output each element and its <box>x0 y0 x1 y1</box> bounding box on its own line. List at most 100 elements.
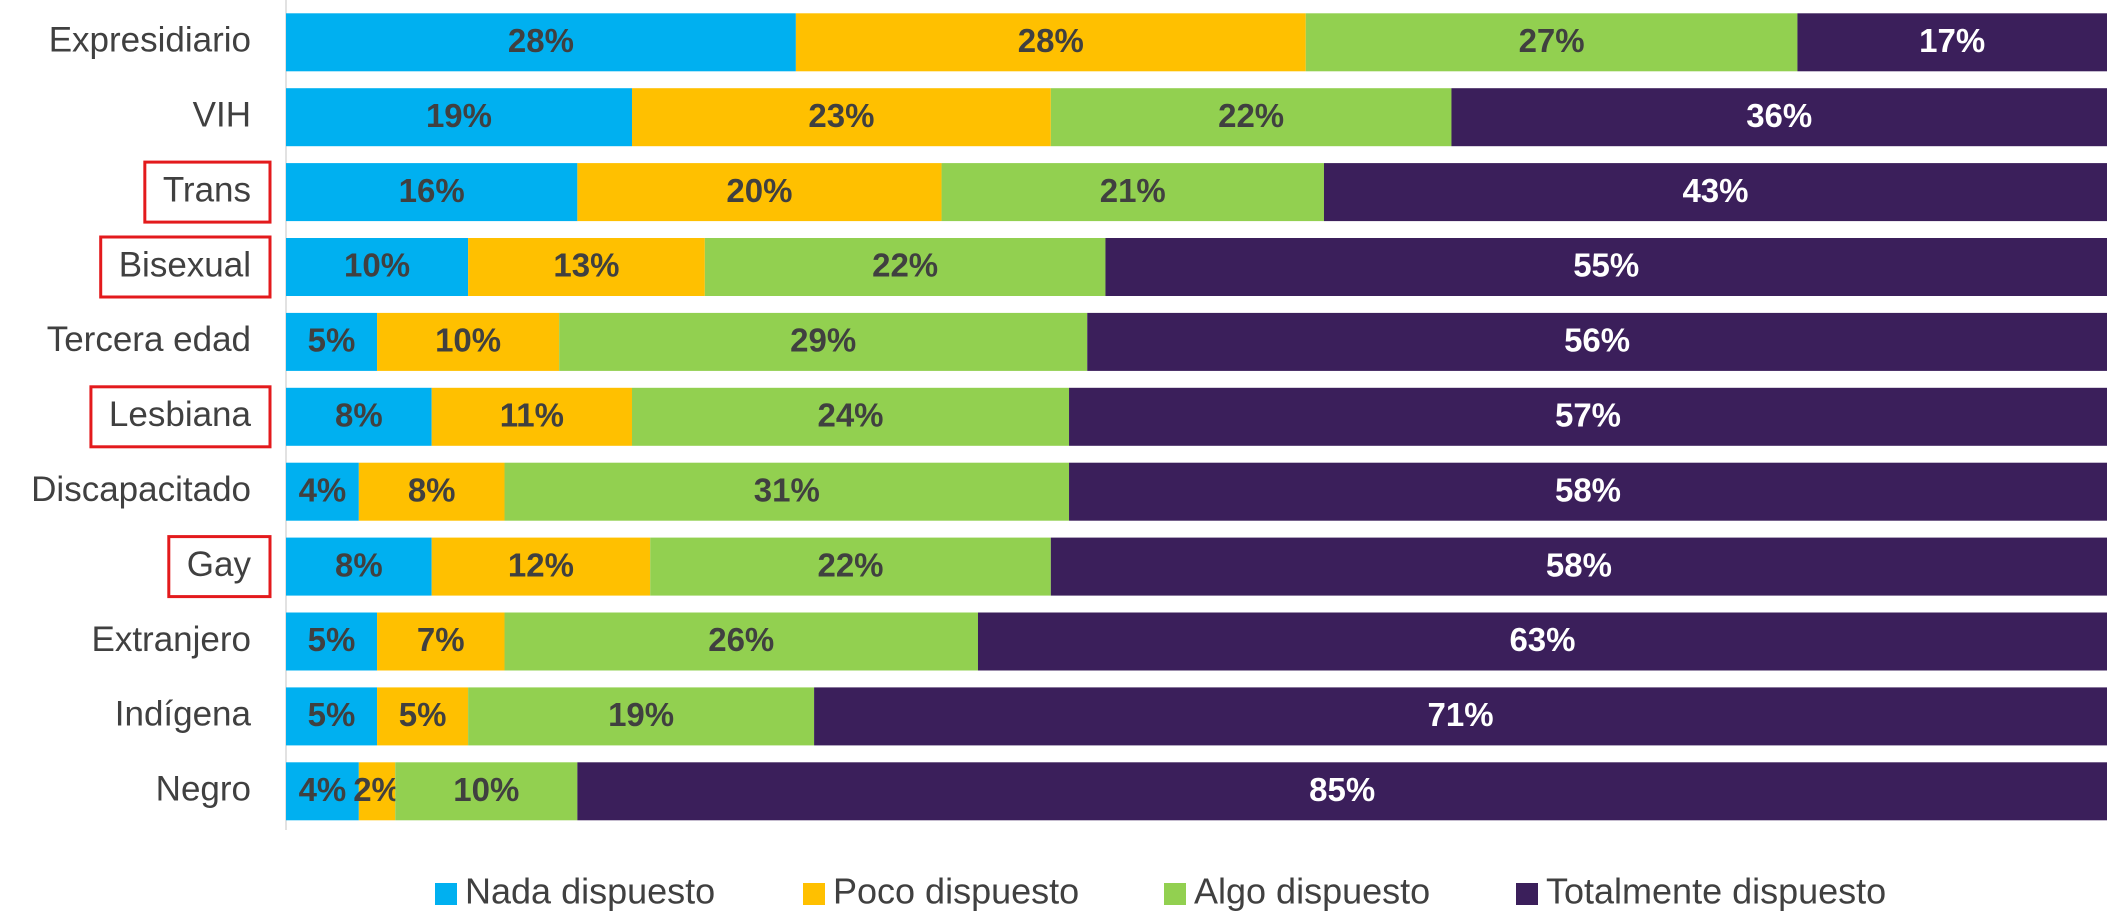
bar-segment <box>286 687 378 746</box>
bar-segment <box>377 312 560 371</box>
data-label: 24% <box>817 397 883 434</box>
category-label: Discapacitado <box>31 470 251 509</box>
legend-swatch <box>1516 883 1538 905</box>
data-label: 36% <box>1746 97 1812 134</box>
category-label: Negro <box>156 770 251 809</box>
data-label: 12% <box>508 546 574 583</box>
bar-segment <box>1797 13 2107 72</box>
bar-segment <box>286 238 469 296</box>
legend-label: Algo dispuesto <box>1194 871 1430 912</box>
bar-segment <box>504 612 978 671</box>
data-label: 21% <box>1100 172 1166 209</box>
bar-segment <box>358 762 396 821</box>
bar-segment <box>286 387 432 446</box>
data-label: 20% <box>726 172 792 209</box>
bar-segment <box>577 762 2107 821</box>
category-label: Lesbiana <box>109 395 252 434</box>
data-label: 71% <box>1428 696 1494 733</box>
bar-segment <box>814 687 2107 746</box>
highlight-box <box>143 160 272 224</box>
bar-segment <box>286 13 796 72</box>
data-label: 26% <box>708 621 774 658</box>
data-label: 56% <box>1564 322 1630 359</box>
data-label: 22% <box>817 546 883 583</box>
bar-segment <box>941 163 1324 222</box>
bar-segment <box>795 13 1306 72</box>
data-label: 17% <box>1919 22 1985 59</box>
data-label: 23% <box>808 97 874 134</box>
bar-segment <box>1069 387 2107 446</box>
bar-segment <box>286 462 359 521</box>
data-label: 29% <box>790 322 856 359</box>
legend-swatch <box>435 883 457 905</box>
legend-label: Poco dispuesto <box>833 871 1079 912</box>
data-label: 8% <box>335 397 383 434</box>
bar-segment <box>468 238 705 296</box>
category-label: Extranjero <box>91 620 251 659</box>
data-label: 5% <box>399 696 447 733</box>
highlight-box <box>89 385 272 449</box>
category-label: Bisexual <box>119 245 251 284</box>
category-label: Gay <box>187 545 252 584</box>
bar-segment <box>468 687 815 746</box>
data-label: 43% <box>1682 172 1748 209</box>
bar-segment <box>631 387 1070 446</box>
bar-segment <box>286 537 432 596</box>
legend-label: Totalmente dispuesto <box>1546 871 1886 912</box>
bar-segment <box>395 762 578 821</box>
bar-segment <box>1069 462 2107 521</box>
bar-segment <box>431 387 632 446</box>
category-label: VIH <box>193 95 251 134</box>
data-label: 2% <box>353 771 401 808</box>
bar-segment <box>1050 537 2107 596</box>
bar-segment <box>650 537 1051 596</box>
data-label: 8% <box>335 546 383 583</box>
data-label: 19% <box>608 696 674 733</box>
bar-segment <box>431 537 651 596</box>
data-label: 19% <box>426 97 492 134</box>
bar-segment <box>1087 312 2107 371</box>
data-label: 22% <box>872 247 938 284</box>
bar-segment <box>559 312 1088 371</box>
data-label: 63% <box>1509 621 1575 658</box>
data-label: 13% <box>553 247 619 284</box>
data-label: 10% <box>453 771 519 808</box>
bar-segment <box>1323 163 2107 222</box>
data-label: 58% <box>1546 546 1612 583</box>
category-label: Expresidiario <box>49 21 251 60</box>
data-label: 4% <box>299 771 347 808</box>
bar-segment <box>1305 13 1798 72</box>
legend-swatch <box>803 883 825 905</box>
bar-segment <box>286 312 378 371</box>
bar-segment <box>377 612 505 671</box>
bar-segment <box>1050 88 1452 147</box>
data-label: 10% <box>435 322 501 359</box>
data-label: 16% <box>399 172 465 209</box>
bar-segment <box>286 762 359 821</box>
data-label: 22% <box>1218 97 1284 134</box>
legend-swatch <box>1164 883 1186 905</box>
category-label: Tercera edad <box>47 320 251 359</box>
bar-segment <box>631 88 1051 147</box>
data-label: 31% <box>754 471 820 508</box>
bar-segment <box>504 462 1070 521</box>
data-label: 5% <box>308 322 356 359</box>
data-label: 11% <box>500 397 564 434</box>
data-label: 27% <box>1519 22 1585 59</box>
bar-segment <box>1451 88 2107 147</box>
data-label: 8% <box>408 471 456 508</box>
data-label: 7% <box>417 621 465 658</box>
data-label: 55% <box>1573 247 1639 284</box>
data-label: 58% <box>1555 471 1621 508</box>
data-label: 28% <box>508 22 574 59</box>
bar-segment <box>704 238 1106 296</box>
bar-segment <box>286 163 578 222</box>
bar-segment <box>377 687 469 746</box>
data-label: 10% <box>344 247 410 284</box>
bar-segment <box>358 462 505 521</box>
highlight-box <box>167 535 272 599</box>
bar-segment <box>577 163 942 222</box>
bar-segment <box>1105 238 2107 296</box>
